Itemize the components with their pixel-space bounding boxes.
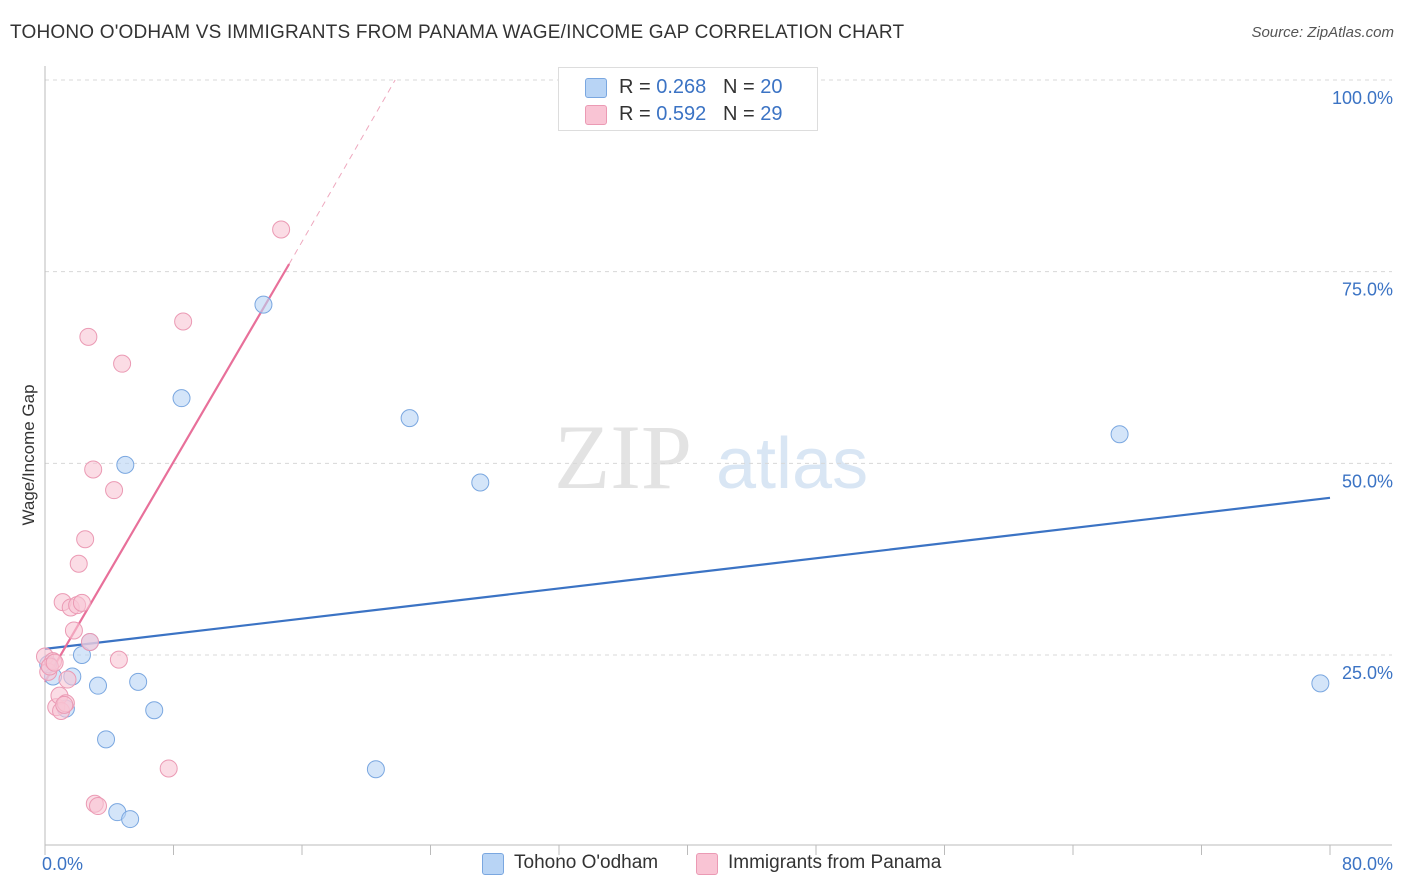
point-panama: [58, 670, 77, 689]
legend-swatch-pink: [696, 853, 718, 875]
y-tick-label: 75.0%: [1342, 280, 1393, 300]
point-panama: [76, 530, 95, 549]
point-panama: [89, 797, 108, 816]
y-axis-label: Wage/Income Gap: [19, 384, 38, 525]
point-tohono: [471, 473, 490, 492]
chart-source: Source: ZipAtlas.com: [1251, 24, 1394, 41]
point-panama: [55, 695, 74, 714]
axes: [44, 66, 1392, 855]
point-panama: [159, 759, 178, 778]
legend-swatch-blue: [482, 853, 504, 875]
trend-lines: [44, 79, 1331, 683]
point-tohono: [89, 676, 108, 695]
legend-n-label: N =: [722, 103, 761, 125]
watermark-atlas: atlas: [716, 424, 868, 504]
point-tohono: [72, 646, 91, 664]
point-tohono: [254, 295, 273, 314]
point-tohono: [121, 810, 140, 829]
tick-labels: 25.0% 50.0% 75.0% 100.0% 0.0% 80.0%: [42, 88, 1393, 874]
trend-line-panama-extension: [288, 79, 396, 265]
point-panama: [45, 653, 64, 672]
point-panama: [105, 481, 124, 500]
point-tohono: [145, 701, 164, 720]
legend-r-label: R =: [619, 76, 657, 98]
point-tohono: [366, 760, 385, 779]
point-tohono: [400, 409, 419, 428]
point-panama: [69, 554, 88, 573]
point-panama: [72, 593, 91, 612]
point-tohono: [1311, 674, 1330, 693]
point-panama: [113, 354, 132, 373]
point-panama: [109, 650, 128, 669]
point-tohono: [97, 730, 116, 749]
legend-swatch-blue: [585, 78, 607, 98]
y-tick-label: 100.0%: [1332, 88, 1393, 108]
stats-legend: R = 0.268 N = 20 R = 0.592 N = 29: [558, 67, 818, 131]
legend-n-label: N =: [722, 76, 761, 98]
point-tohono: [1110, 425, 1129, 444]
trend-line-panama: [44, 263, 291, 683]
watermark: ZIP atlas: [554, 406, 868, 508]
legend-n-value: 29: [760, 103, 783, 125]
legend-swatch-pink: [585, 105, 607, 125]
watermark-zip: ZIP: [554, 406, 692, 508]
point-tohono: [172, 389, 191, 408]
chart-title: TOHONO O'ODHAM VS IMMIGRANTS FROM PANAMA…: [10, 22, 905, 43]
x-tick-label: 80.0%: [1342, 854, 1393, 874]
x-tick-label: 0.0%: [42, 854, 83, 874]
legend-n-value: 20: [760, 76, 783, 98]
grid-lines: [45, 79, 1392, 656]
point-tohono: [116, 455, 135, 474]
point-panama: [84, 460, 103, 479]
legend-r-value: 0.268: [656, 76, 707, 98]
y-tick-label: 25.0%: [1342, 663, 1393, 683]
legend-label-tohono: Tohono O'odham: [514, 852, 659, 873]
y-tick-label: 50.0%: [1342, 471, 1393, 491]
point-panama: [79, 327, 98, 346]
point-panama: [174, 312, 193, 331]
point-panama: [272, 220, 291, 239]
point-panama: [64, 621, 83, 640]
legend-label-panama: Immigrants from Panama: [728, 852, 942, 873]
legend-r-label: R =: [619, 103, 657, 125]
point-panama: [80, 632, 99, 651]
data-points: [36, 220, 1330, 829]
point-tohono: [129, 672, 148, 691]
trend-line-tohono: [44, 496, 1331, 650]
legend-r-value: 0.592: [656, 103, 707, 125]
